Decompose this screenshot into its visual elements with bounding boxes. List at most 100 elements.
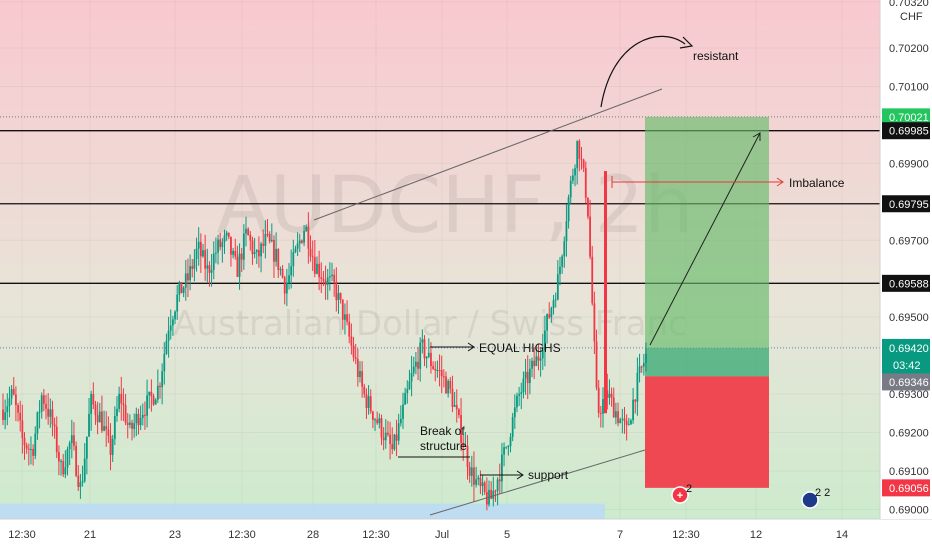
stop-loss-zone xyxy=(645,376,769,488)
candle-body xyxy=(316,263,318,274)
event-badge-australia[interactable]: 2 2 xyxy=(801,487,830,509)
price-axis-labels: 0.70320 0.70200 0.70100 0.69900 0.69700 0.695… xyxy=(889,0,929,516)
candle-body xyxy=(548,314,551,318)
candle-body xyxy=(191,266,194,269)
currency-label: CHF xyxy=(900,11,923,23)
candle-body xyxy=(509,436,512,447)
arrow-head xyxy=(776,177,784,187)
candle-body xyxy=(419,342,422,369)
arrow-head xyxy=(679,36,694,49)
annotation-equal-highs[interactable]: EQUAL HIGHS xyxy=(479,341,561,355)
price-tag-label: 0.70021 xyxy=(889,112,929,124)
price-tag xyxy=(882,373,930,391)
candle-body xyxy=(96,415,99,423)
candle-body xyxy=(174,311,176,320)
candle-body xyxy=(81,480,84,483)
candle-body xyxy=(322,278,325,281)
candle-body xyxy=(225,232,228,236)
candle-body xyxy=(184,273,187,288)
price-tag xyxy=(882,338,930,375)
candle-body xyxy=(283,277,286,294)
candle-body xyxy=(408,381,411,390)
candle-body xyxy=(275,248,278,262)
take-profit-zone xyxy=(645,116,769,377)
candle-body xyxy=(103,426,105,431)
candle-body xyxy=(167,330,170,341)
candle-body xyxy=(68,443,71,450)
candle-body xyxy=(107,429,110,436)
candle-body xyxy=(161,371,164,388)
candle-body xyxy=(10,389,13,399)
candle-body xyxy=(126,422,129,425)
support-zone xyxy=(0,503,605,519)
candle-body xyxy=(45,403,47,409)
candle-body xyxy=(309,248,312,257)
support-trendline xyxy=(429,449,646,516)
candle-body xyxy=(462,442,465,447)
candle-body xyxy=(159,385,161,388)
annotation-break-of-structure[interactable]: Break of structure xyxy=(420,424,480,462)
candle-body xyxy=(425,356,428,359)
svg-text:2 2: 2 2 xyxy=(815,487,830,499)
candle-body xyxy=(533,360,536,367)
annotation-support[interactable]: support xyxy=(528,468,569,482)
countdown-label: 03:42 xyxy=(893,360,921,372)
candle-body xyxy=(66,449,69,468)
watermark-description: Australian Dollar / Swiss Franc xyxy=(173,304,687,344)
candle-body xyxy=(182,287,185,294)
resistant-curve-arrow xyxy=(600,35,686,108)
candle-body xyxy=(298,240,301,244)
candle-body xyxy=(238,253,241,277)
candle-body xyxy=(584,167,587,198)
candle-body xyxy=(417,361,419,369)
candle-body xyxy=(382,437,385,441)
candle-body xyxy=(531,360,533,369)
svg-text:2: 2 xyxy=(686,483,692,495)
candle-body xyxy=(202,250,204,257)
candle-body xyxy=(475,479,478,485)
arrow-head xyxy=(467,342,475,352)
candle-body xyxy=(638,366,641,373)
candle-body xyxy=(546,314,548,331)
candle-body xyxy=(154,399,157,405)
candle-body xyxy=(281,269,284,278)
candle-body xyxy=(21,420,24,438)
candle-body xyxy=(137,413,140,426)
candle-body xyxy=(318,263,321,278)
long-position-tool[interactable] xyxy=(645,116,769,488)
time-tick-label: 14 xyxy=(836,529,848,541)
candle-body xyxy=(470,467,473,476)
candle-body xyxy=(363,386,366,395)
candle-body xyxy=(617,411,619,424)
candle-body xyxy=(277,248,280,270)
candle-body xyxy=(494,490,497,492)
candle-body xyxy=(516,395,518,408)
candle-body xyxy=(333,274,336,282)
candle-body xyxy=(640,366,643,368)
candle-body xyxy=(128,422,131,425)
price-tag-label: 0.69985 xyxy=(889,126,929,138)
candle-body xyxy=(122,403,125,406)
candle-body xyxy=(232,250,235,255)
annotation-imbalance[interactable]: Imbalance xyxy=(789,176,845,190)
watermark-symbol: AUDCHF, 2h xyxy=(216,161,693,251)
candle-body xyxy=(496,479,499,491)
candle-body xyxy=(219,239,222,248)
candle-body xyxy=(247,228,250,235)
candle-body xyxy=(290,266,293,276)
candle-body xyxy=(32,449,35,456)
event-badge-swiss[interactable]: + 2 xyxy=(671,483,692,504)
candle-body xyxy=(270,239,273,242)
candle-body xyxy=(608,393,611,398)
candle-body xyxy=(12,389,15,395)
candle-body xyxy=(260,243,262,257)
candle-body xyxy=(642,362,645,367)
candle-body xyxy=(266,233,269,235)
annotation-resistant[interactable]: resistant xyxy=(693,49,739,63)
candle-body xyxy=(88,413,90,437)
candle-body xyxy=(116,408,118,416)
candle-body xyxy=(47,408,50,417)
